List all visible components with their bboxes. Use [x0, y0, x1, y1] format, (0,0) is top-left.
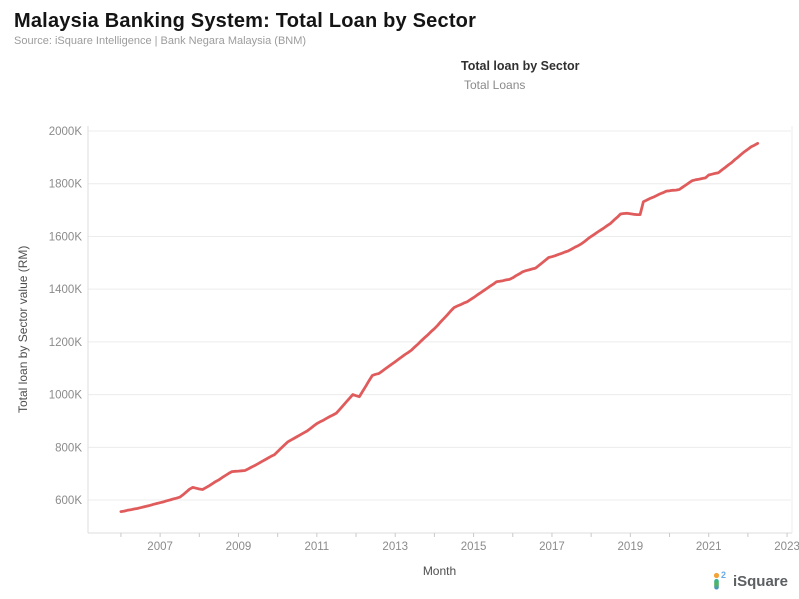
- x-tick-label: 2009: [226, 541, 252, 553]
- logo-dot: [713, 572, 720, 579]
- x-tick-label: 2011: [304, 541, 329, 553]
- y-tick-label: 1400K: [49, 284, 83, 296]
- y-tick-label: 1000K: [49, 390, 83, 402]
- x-tick-label: 2017: [539, 541, 565, 553]
- x-tick-label: 2007: [147, 541, 173, 553]
- isquare-logo-icon: 2: [713, 570, 726, 590]
- y-tick-label: 1800K: [49, 179, 83, 191]
- legend-entry-total-loans[interactable]: Total Loans: [464, 78, 526, 92]
- isquare-brand: 2 iSquare: [712, 569, 788, 590]
- x-tick-label: 2013: [382, 541, 408, 553]
- legend-title: Total loan by Sector: [461, 59, 580, 73]
- y-tick-label: 2000K: [49, 126, 83, 138]
- total-loans-line[interactable]: [119, 141, 760, 514]
- x-tick-label: 2019: [618, 541, 644, 553]
- page-title: Malaysia Banking System: Total Loan by S…: [14, 10, 477, 32]
- source-caption: Source: iSquare Intelligence | Bank Nega…: [14, 35, 307, 47]
- x-axis-title: Month: [422, 564, 457, 578]
- y-tick-label: 1600K: [49, 231, 83, 243]
- legend: Total loan by Sector Total Loans: [461, 57, 580, 95]
- x-tick-label: 2015: [461, 541, 487, 553]
- y-tick-label: 600K: [55, 495, 82, 507]
- x-tick-label: 2021: [696, 541, 722, 553]
- y-tick-label: 800K: [55, 442, 82, 454]
- x-tick-label: 2023: [774, 541, 799, 553]
- y-tick-label: 1200K: [49, 337, 83, 349]
- brand-name: iSquare: [732, 573, 788, 590]
- logo-bar: [714, 579, 719, 590]
- logo-superscript-2: 2: [721, 570, 726, 580]
